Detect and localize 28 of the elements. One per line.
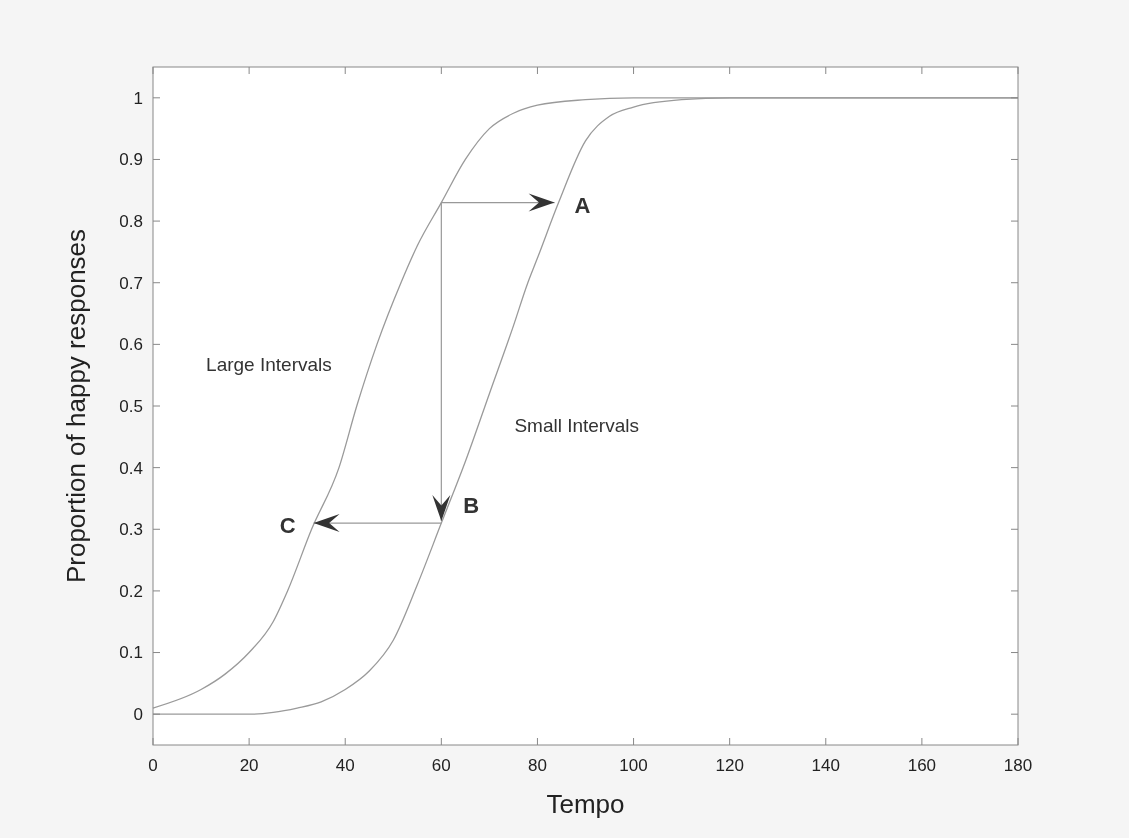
y-tick-label: 0.1 <box>119 643 143 663</box>
x-tick-label: 0 <box>148 756 158 775</box>
x-tick-label: 60 <box>431 756 451 775</box>
y-tick-label: 0.7 <box>119 273 143 293</box>
x-tick-label: 100 <box>619 756 648 775</box>
y-tick-label: 0.9 <box>119 150 143 170</box>
y-tick-label: 0.4 <box>119 458 143 478</box>
y-tick-label: 0.8 <box>119 212 143 232</box>
annotation: A <box>574 192 591 218</box>
y-tick-label: 0.3 <box>119 520 143 540</box>
series-label: Large Intervals <box>206 354 332 375</box>
y-tick-label: 0.6 <box>119 335 143 355</box>
y-axis-title: Proportion of happy responses <box>61 228 91 584</box>
x-tick-label: 20 <box>239 756 259 775</box>
x-tick-label: 40 <box>335 756 355 775</box>
y-tick-label: 1 <box>133 88 143 108</box>
annotation: C <box>279 513 296 539</box>
x-tick-label: 180 <box>1003 756 1033 775</box>
x-tick-label: 80 <box>527 756 547 775</box>
series-label: Small Intervals <box>514 414 639 436</box>
annotation: B <box>463 493 480 519</box>
x-tick-label: 140 <box>811 756 840 775</box>
y-tick-label: 0.2 <box>119 581 143 601</box>
x-tick-label: 120 <box>715 756 744 775</box>
x-axis-title: Tempo <box>546 789 625 819</box>
y-tick-label: 0 <box>133 705 143 725</box>
x-tick-label: 160 <box>907 756 937 775</box>
y-tick-label: 0.5 <box>119 396 143 416</box>
